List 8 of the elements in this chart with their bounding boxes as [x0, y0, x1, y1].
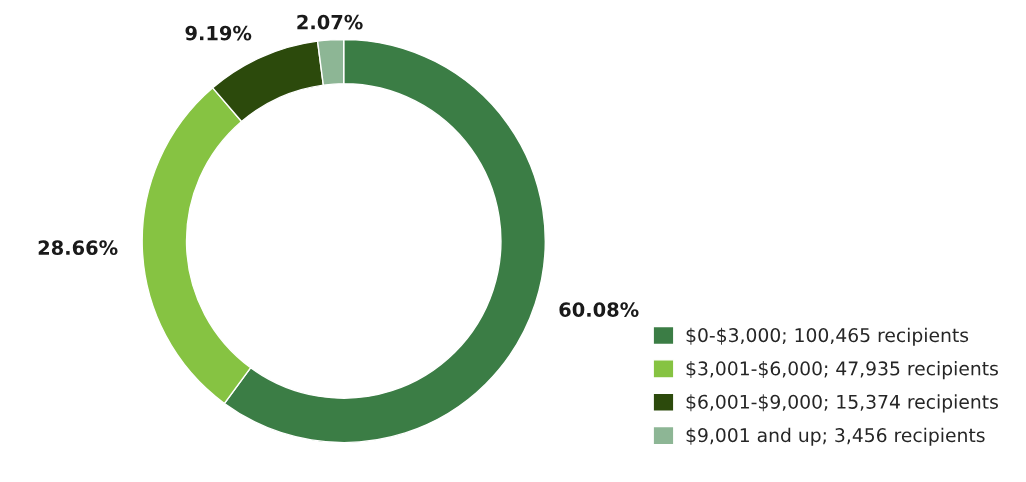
data-label: 60.08%	[559, 302, 639, 317]
legend-label: $6,001-$9,000; 15,374 recipients	[686, 394, 998, 413]
data-label: 9.19%	[185, 25, 252, 41]
data-label: 28.66%	[38, 240, 118, 256]
legend-label: $9,001 and up; 3,456 recipients	[686, 427, 985, 446]
data-label: 2.07%	[297, 14, 363, 30]
legend-label: $0-$3,000; 100,465 recipients	[686, 327, 969, 346]
legend-label: $3,001-$6,000; 47,935 recipients	[686, 361, 998, 380]
